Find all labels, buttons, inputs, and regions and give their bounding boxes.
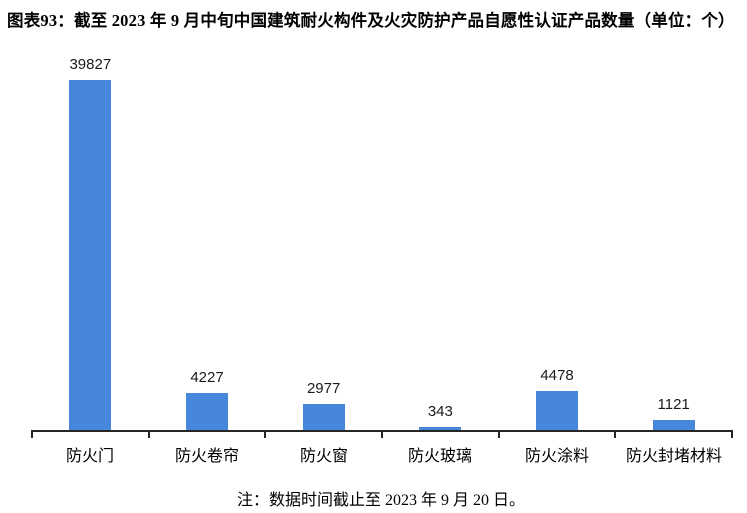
figure-title: 图表93：截至 2023 年 9 月中旬中国建筑耐火构件及火灾防护产品自愿性认证… — [7, 11, 735, 30]
bar-value-label: 1121 — [657, 396, 690, 413]
x-axis-tick — [264, 430, 266, 438]
bar-value-label: 2977 — [306, 380, 341, 397]
bar-value-label: 4227 — [190, 369, 224, 386]
x-axis-tick — [381, 430, 383, 438]
x-axis-label: 防火玻璃 — [407, 448, 472, 465]
x-axis-label: 防火门 — [65, 448, 114, 465]
bar-防火玻璃 — [419, 427, 461, 430]
bar-防火涂料 — [536, 391, 578, 430]
x-axis-tick — [614, 430, 616, 438]
bar-value-label: 39827 — [69, 56, 112, 73]
bar-value-label: 343 — [427, 403, 453, 420]
x-axis-tick — [498, 430, 500, 438]
x-axis-tick — [731, 430, 733, 438]
bar-防火门 — [69, 80, 111, 430]
bar-防火窗 — [303, 404, 345, 430]
x-axis-tick — [31, 430, 33, 438]
x-axis-label: 防火涂料 — [524, 448, 589, 465]
x-axis-label: 防火封堵材料 — [625, 448, 722, 465]
x-axis-tick — [148, 430, 150, 438]
bar-防火封堵材料 — [653, 420, 695, 430]
x-axis-label: 防火窗 — [299, 448, 348, 465]
bar-防火卷帘 — [186, 393, 228, 430]
footnote: 注：数据时间截止至 2023 年 9 月 20 日。 — [236, 492, 525, 509]
x-axis-label: 防火卷帘 — [174, 448, 239, 465]
plot-area: 39827 4227 2977 343 4478 1121 — [32, 0, 732, 430]
bar-value-label: 4478 — [540, 367, 574, 384]
